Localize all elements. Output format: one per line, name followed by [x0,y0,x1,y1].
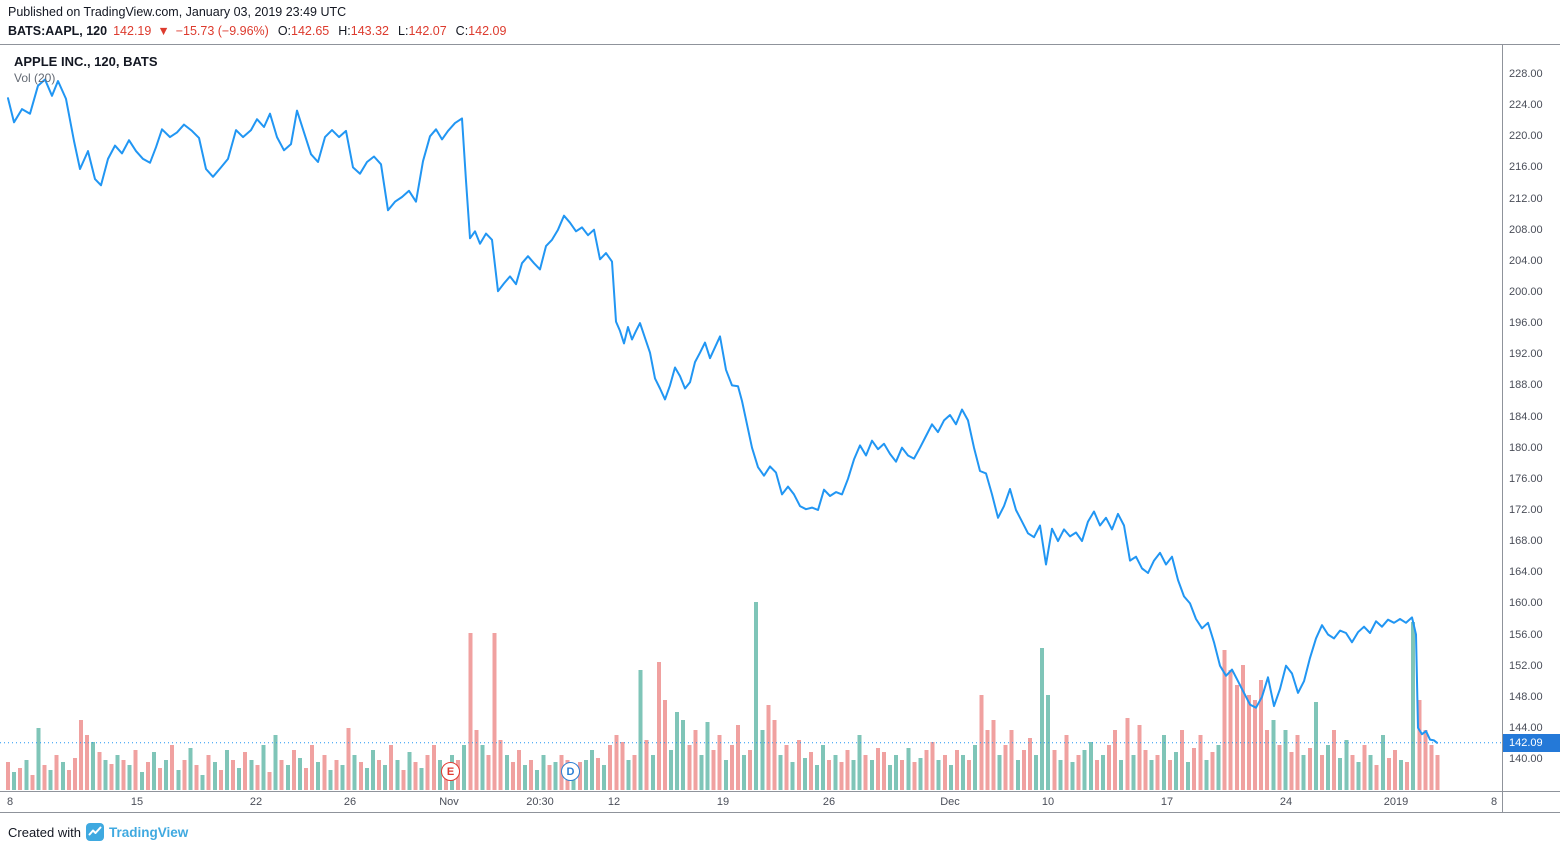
ohlc-low-value: 142.07 [408,24,447,38]
price-axis-label: 216.00 [1509,161,1543,173]
price-axis-label: 164.00 [1509,566,1543,578]
time-axis[interactable]: 8 15 22 26 Nov 20:30 12 19 26 Dec 10 17 24 2019 8 [0,791,1560,813]
volume-bars [6,602,1440,790]
price-axis-label: 200.00 [1509,286,1543,298]
ohlc-close-value: 142.09 [468,24,507,38]
price-axis-label: 140.00 [1509,753,1543,765]
ohlc-low: L:142.07 [398,24,447,38]
price-axis-label: 176.00 [1509,473,1543,485]
change-down-arrow-icon: ▼ [157,24,170,38]
earnings-marker[interactable]: E [441,762,460,781]
price-axis-label: 220.00 [1509,130,1543,142]
symbol-name: BATS:AAPL, 120 [8,24,108,38]
ohlc-high-label: H: [338,24,351,38]
time-axis-label: 22 [249,796,263,808]
price-axis-label: 204.00 [1509,255,1543,267]
time-axis-label: 24 [1279,796,1293,808]
ohlc-open-label: O: [277,24,292,38]
price-axis-label: 196.00 [1509,317,1543,329]
symbol-info-bar: BATS:AAPL, 120 142.19 ▼ −15.73 (−9.96%) … [8,24,506,38]
price-axis-label: 228.00 [1509,68,1543,80]
time-axis-label: 15 [130,796,144,808]
chart-container: APPLE INC., 120, BATS Vol (20) 228.00 224… [0,44,1560,813]
price-axis-label: 156.00 [1509,629,1543,641]
ohlc-open: O:142.65 [278,24,329,38]
time-axis-label: 8 [6,796,14,808]
price-axis-label: 184.00 [1509,411,1543,423]
price-axis[interactable]: 228.00 224.00 220.00 216.00 212.00 208.00 204.… [1502,45,1560,791]
time-axis-label: 19 [716,796,730,808]
dividend-marker[interactable]: D [561,762,580,781]
time-axis-label: Dec [940,796,960,808]
price-axis-label: 192.00 [1509,348,1543,360]
ohlc-open-value: 142.65 [291,24,330,38]
last-price: 142.19 [113,24,152,38]
price-chart[interactable] [0,45,1502,791]
last-price-tag: 142.09 [1503,734,1560,752]
footer: Created with TradingView [8,823,188,841]
time-axis-label: 17 [1160,796,1174,808]
published-line: Published on TradingView.com, January 03… [8,5,347,19]
price-axis-label: 144.00 [1509,722,1543,734]
time-axis-label: 26 [343,796,357,808]
time-axis-label: 10 [1041,796,1055,808]
price-axis-label: 148.00 [1509,691,1543,703]
ohlc-close-label: C: [455,24,469,38]
time-axis-label: Nov [439,796,459,808]
ohlc-high-value: 143.32 [350,24,389,38]
price-axis-label: 180.00 [1509,442,1543,454]
price-axis-label: 168.00 [1509,535,1543,547]
ohlc-high: H:143.32 [338,24,389,38]
price-change: −15.73 (−9.96%) [175,24,269,38]
price-axis-label: 160.00 [1509,597,1543,609]
tradingview-logo-icon[interactable] [85,823,104,841]
time-axis-label: 26 [822,796,836,808]
time-axis-label: 20:30 [526,796,554,808]
tradingview-brand-link[interactable]: TradingView [108,824,189,840]
price-axis-label: 172.00 [1509,504,1543,516]
price-line-series [7,78,1438,744]
price-axis-label: 212.00 [1509,193,1543,205]
price-axis-label: 152.00 [1509,660,1543,672]
time-axis-label: 12 [607,796,621,808]
ohlc-close: C:142.09 [456,24,507,38]
ohlc-low-label: L: [398,24,409,38]
time-axis-label: 2019 [1383,796,1409,808]
created-with-text: Created with [8,824,81,840]
price-axis-label: 208.00 [1509,224,1543,236]
time-axis-label: 8 [1490,796,1498,808]
price-axis-label: 188.00 [1509,379,1543,391]
axis-separator-vertical [1502,45,1503,813]
price-axis-label: 224.00 [1509,99,1543,111]
